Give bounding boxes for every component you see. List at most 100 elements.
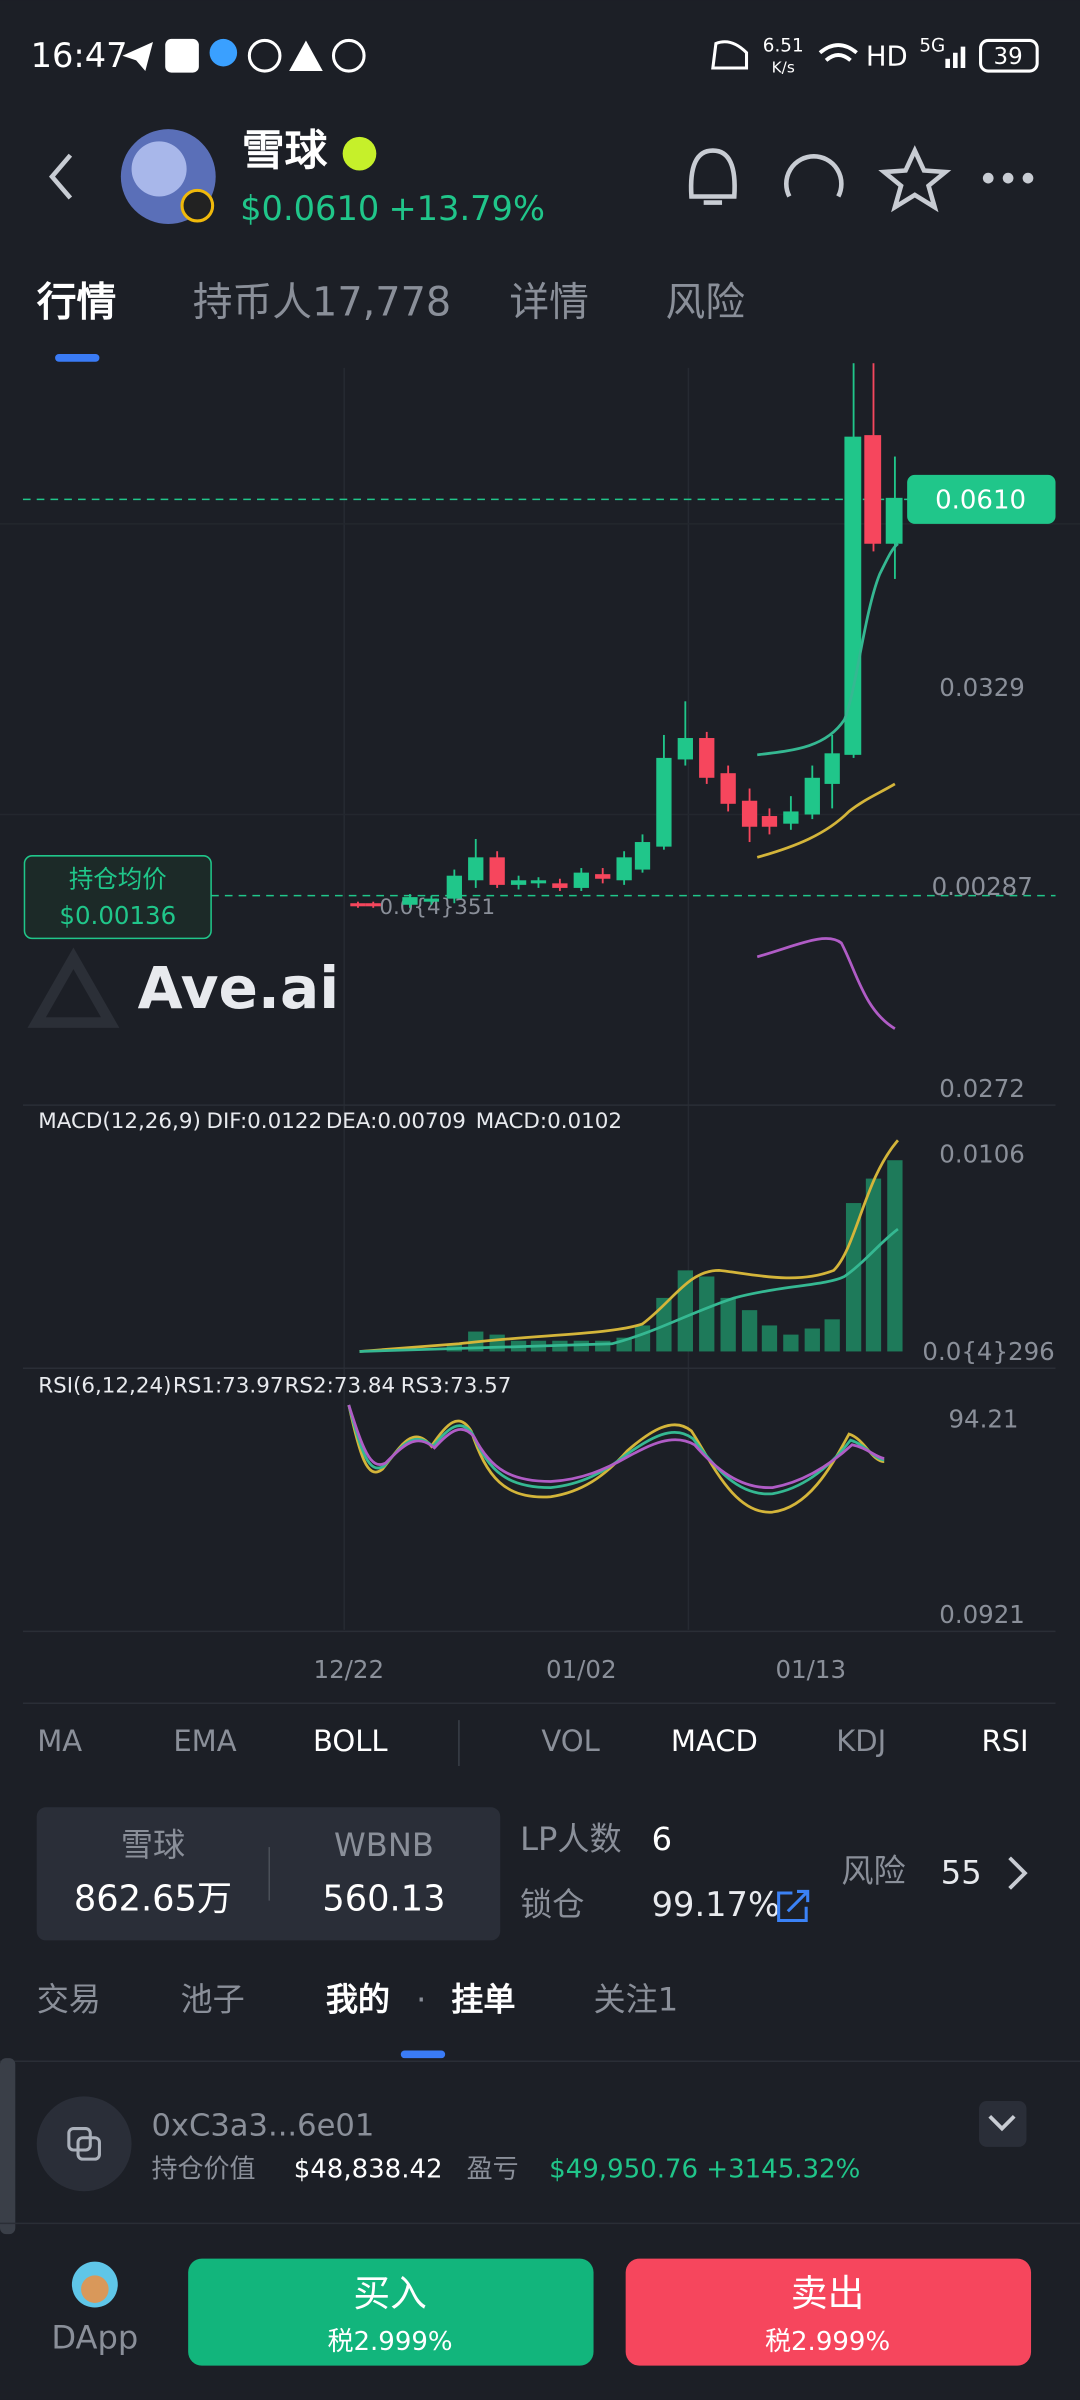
date-label: 12/22	[314, 1655, 385, 1684]
macd-bar	[489, 1334, 505, 1352]
risk-chevron[interactable]	[1008, 1856, 1028, 1890]
external-link[interactable]	[777, 1889, 810, 1923]
macd-title: MACD(12,26,9)	[38, 1109, 201, 1134]
buy-button[interactable]	[188, 2258, 594, 2366]
macd-bar	[634, 1325, 651, 1352]
status-time: 16:47	[31, 36, 128, 75]
macd-bar	[677, 1270, 693, 1352]
axis-label: 0.00287	[932, 872, 1033, 901]
candle-body	[573, 872, 589, 888]
macd-bar	[783, 1334, 799, 1352]
indicator-tab[interactable]: MACD	[671, 1724, 758, 1758]
rsi-line	[347, 1404, 885, 1489]
lock-label: 锁仓	[520, 1886, 584, 1924]
rsi-line	[347, 1404, 885, 1514]
avg-cost-box	[23, 855, 212, 940]
buy-label[interactable]: 买入	[353, 2272, 426, 2315]
macd-bar	[595, 1340, 611, 1352]
candle-body	[824, 753, 840, 784]
favorite-button[interactable]	[878, 145, 952, 213]
section-tab[interactable]: 交易	[37, 1981, 101, 2019]
status-icon	[209, 38, 238, 67]
wallet-address: 0xC3a3...6e01	[151, 2109, 374, 2144]
side-handle[interactable]	[0, 2058, 16, 2235]
section-tab[interactable]: 挂单	[451, 1981, 515, 2019]
macd-dif: DIF:0.0122	[207, 1109, 323, 1134]
tab[interactable]: 风险	[665, 280, 745, 326]
indicator-tab[interactable]: BOLL	[313, 1724, 388, 1758]
candle-body	[844, 436, 862, 755]
macd-bar	[865, 1178, 882, 1352]
macd-bar	[824, 1319, 840, 1352]
sell-label[interactable]: 卖出	[791, 2272, 864, 2315]
indicator-tab[interactable]: MA	[37, 1724, 82, 1758]
date-label: 01/02	[546, 1655, 617, 1684]
verified-badge	[342, 136, 377, 171]
alert-button[interactable]	[688, 148, 737, 205]
token-name: 雪球	[121, 1826, 185, 1864]
gauge-button[interactable]	[784, 154, 844, 198]
lock-value: 99.17%	[652, 1885, 780, 1924]
expand-button[interactable]	[979, 2101, 1027, 2147]
wifi-icon	[818, 43, 858, 62]
macd-bar	[720, 1297, 736, 1352]
pair-amount: 560.13	[322, 1879, 445, 1920]
candle-body	[885, 497, 903, 544]
price-line: $0.0610 +13.79%	[240, 189, 545, 228]
price-tag-label: 0.0610	[935, 485, 1026, 515]
macd-bar	[741, 1310, 758, 1352]
wick	[684, 701, 687, 766]
indicator-tab[interactable]: KDJ	[836, 1724, 886, 1758]
candle-body	[446, 875, 462, 899]
axis-label: 0.0106	[939, 1140, 1025, 1169]
axis-label: 0.0921	[939, 1600, 1025, 1629]
dapp-label[interactable]: DApp	[51, 2319, 138, 2357]
tab-indicator	[55, 354, 100, 362]
dot[interactable]	[1022, 172, 1034, 184]
candle-body	[402, 897, 418, 905]
signal-bars	[945, 46, 966, 68]
dapp-icon-detail[interactable]	[81, 2275, 109, 2303]
dapp-button[interactable]: DApp	[51, 2261, 138, 2357]
sell-tax[interactable]: 税2.999%	[765, 2327, 890, 2357]
status-icon	[122, 41, 153, 72]
candle-body	[783, 811, 799, 824]
tab[interactable]: 持币人17,778	[193, 280, 451, 326]
sell-button[interactable]	[625, 2258, 1032, 2366]
tab-separator: ·	[416, 1981, 426, 2019]
signal-type: 5G	[919, 36, 945, 57]
candle-body	[864, 435, 882, 544]
chain-badge	[180, 188, 215, 223]
indicator-tab[interactable]: RSI	[981, 1724, 1028, 1758]
indicator-tab[interactable]: EMA	[173, 1724, 236, 1758]
indicator-tab[interactable]: VOL	[541, 1724, 600, 1758]
candle-body	[741, 800, 758, 827]
candle-body	[423, 898, 440, 902]
candle-body	[656, 757, 672, 847]
candle-body	[720, 773, 736, 804]
price-tag	[907, 474, 1056, 524]
date-label: 01/13	[776, 1655, 847, 1684]
token-avatar-detail	[131, 141, 187, 197]
holding-value: $48,838.42	[294, 2154, 443, 2184]
tab[interactable]: 详情	[509, 280, 589, 326]
dot[interactable]	[1002, 172, 1014, 184]
section-tab[interactable]: 我的	[326, 1981, 390, 2019]
candle-body	[365, 903, 381, 907]
more-button[interactable]	[982, 172, 1034, 184]
network-type: HD	[866, 40, 908, 72]
status-icon	[247, 38, 282, 73]
dot[interactable]	[982, 172, 994, 184]
section-tab[interactable]: 池子	[181, 1981, 245, 2019]
status-icon	[289, 40, 323, 72]
battery	[979, 38, 1039, 73]
section-tab[interactable]: 关注1	[594, 1981, 679, 2019]
tab[interactable]: 行情	[37, 280, 117, 326]
expand-chevron[interactable]	[988, 2114, 1016, 2132]
macd-dea: DEA:0.00709	[326, 1109, 466, 1134]
buy-tax[interactable]: 税2.999%	[328, 2327, 453, 2357]
back-button[interactable]	[48, 153, 73, 200]
macd-bar	[699, 1276, 715, 1352]
boll-mid	[757, 542, 899, 757]
